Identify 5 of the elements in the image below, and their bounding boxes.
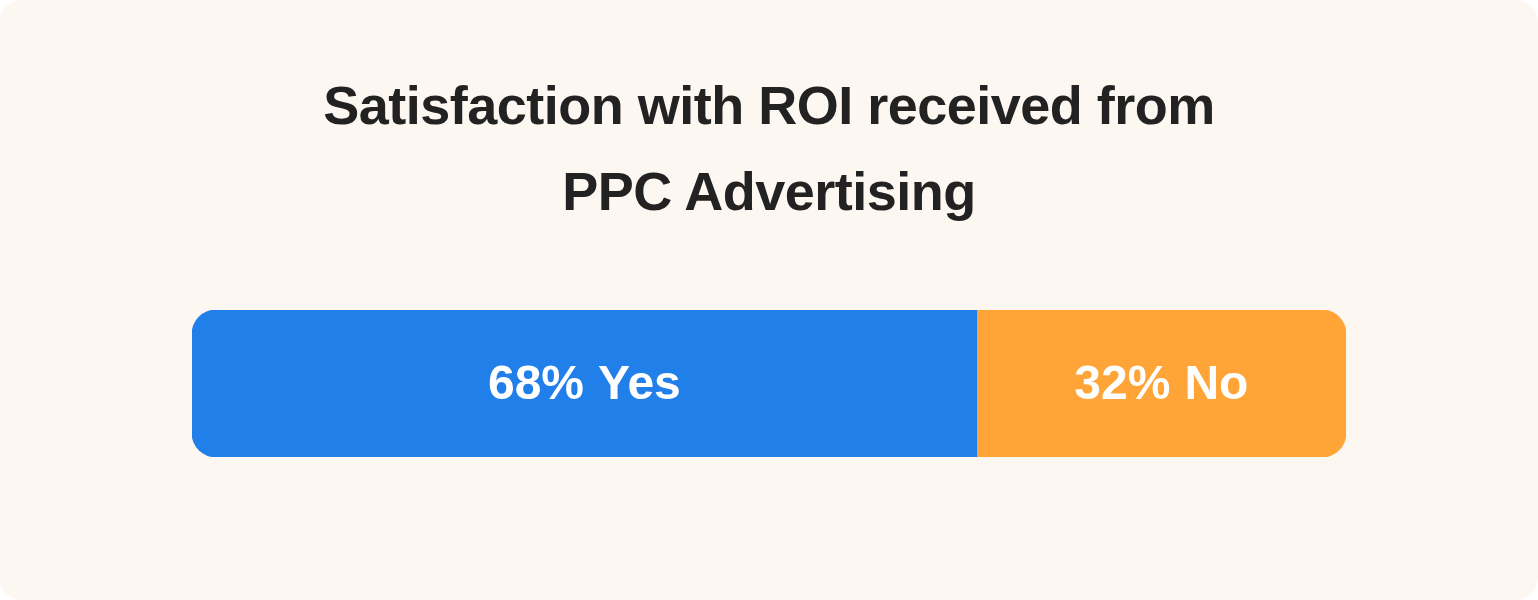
series-label: Yes	[598, 355, 681, 409]
data-label: 32%	[1074, 355, 1171, 409]
series-label: No	[1184, 355, 1249, 409]
data-label: 68%	[487, 355, 585, 409]
chart-title: Satisfaction with ROI received from PPC Advertising	[322, 74, 1216, 223]
